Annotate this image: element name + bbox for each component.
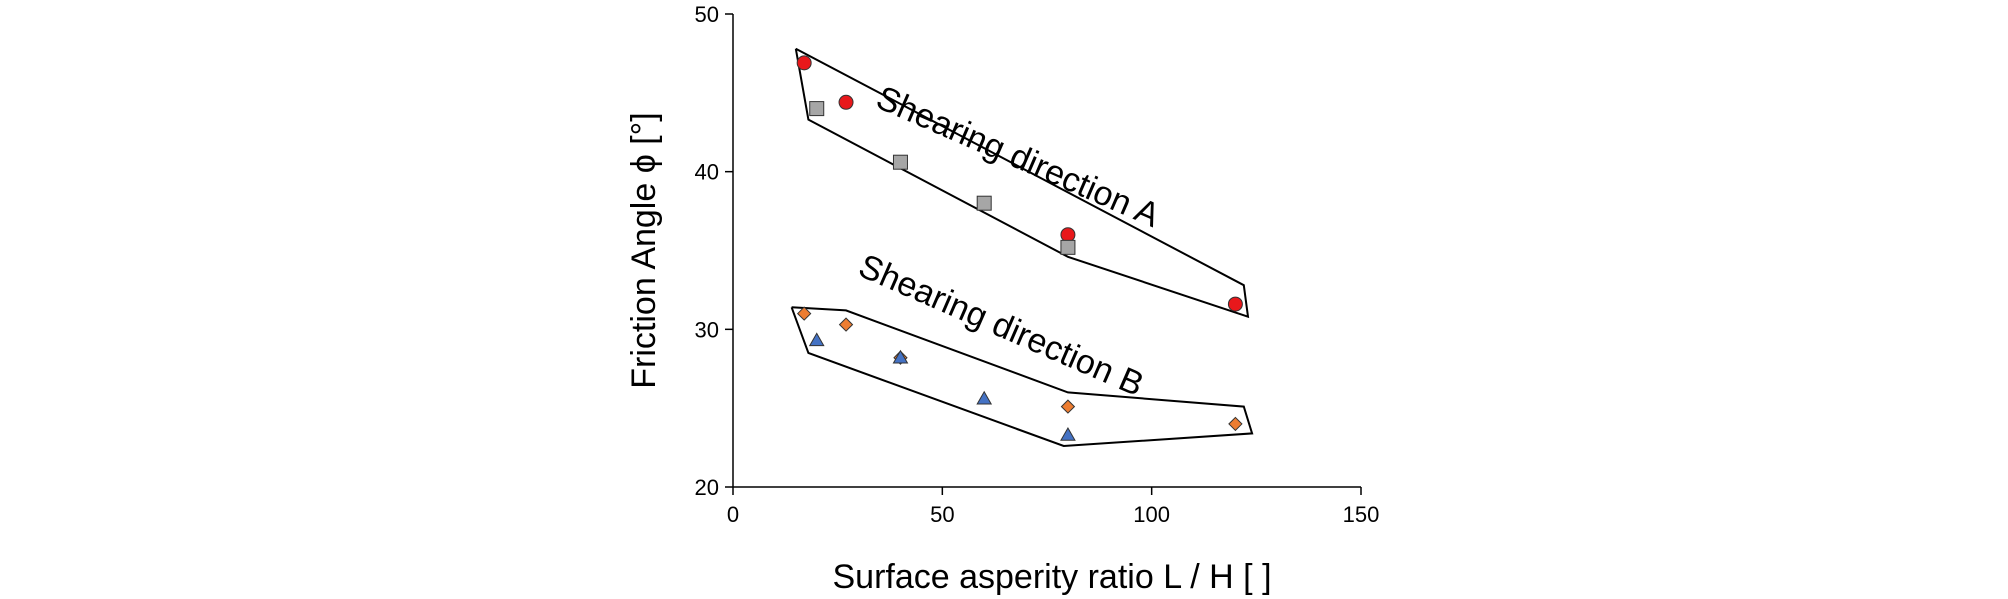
annotation-label: Shearing direction A: [871, 79, 1166, 235]
data-point-square: [809, 101, 825, 117]
data-point-triangle: [808, 332, 825, 347]
data-point-diamond: [796, 306, 812, 321]
data-point-square: [976, 195, 992, 211]
envelope-group: [790, 47, 1254, 448]
data-point-diamond: [1060, 399, 1076, 414]
envelope-a: [794, 47, 1250, 319]
data-point-diamond: [1228, 416, 1243, 432]
y-tick-label: 50: [695, 2, 719, 27]
data-point-triangle: [892, 349, 909, 364]
data-point-triangle: [1060, 426, 1076, 441]
data-point-diamond: [838, 317, 854, 332]
x-tick-label: 100: [1133, 502, 1170, 527]
data-point-triangle: [976, 390, 993, 405]
data-point-circle: [1060, 227, 1076, 243]
annotation-label: Shearing direction B: [853, 247, 1149, 404]
data-point-square: [1060, 239, 1076, 255]
marker-group: [796, 55, 1243, 441]
data-point-circle: [838, 94, 854, 110]
data-point-circle: [1227, 296, 1243, 312]
envelope-b: [790, 306, 1254, 448]
y-axis-title: Friction Angle ϕ [°]: [625, 112, 663, 388]
y-tick-label: 30: [695, 317, 719, 342]
x-tick-label: 150: [1343, 502, 1380, 527]
data-point-square: [892, 154, 908, 170]
x-tick-label: 0: [727, 502, 739, 527]
x-axis-title: Surface asperity ratio L / H [ ]: [832, 558, 1271, 596]
y-tick-label: 20: [695, 475, 719, 500]
data-point-circle: [796, 55, 812, 71]
axes: 0 50 100 150 20 30 40 50: [695, 2, 1380, 527]
y-tick-label: 40: [695, 160, 719, 185]
x-tick-label: 50: [930, 502, 954, 527]
